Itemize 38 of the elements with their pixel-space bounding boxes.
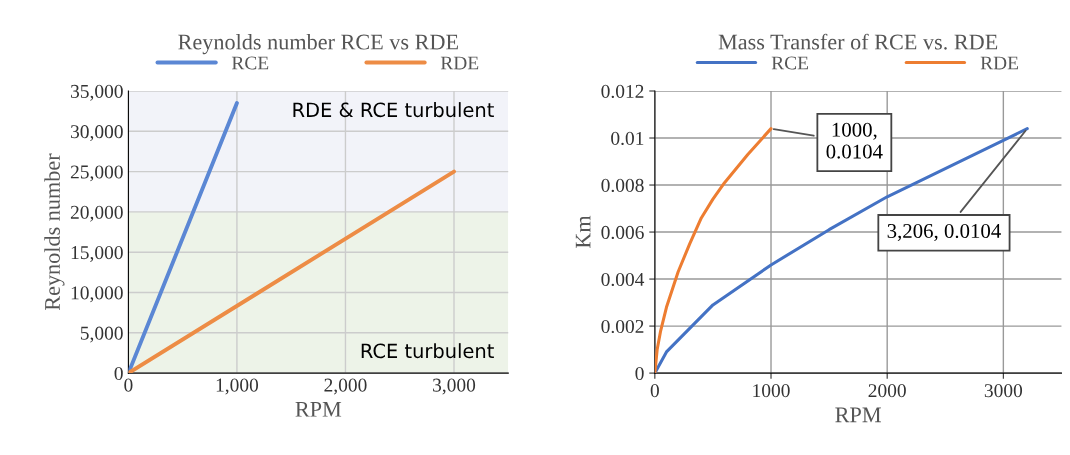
- x-tick-label: 1000: [753, 384, 790, 398]
- x-axis-title: RPM: [835, 407, 881, 423]
- x-tick-label: 0: [124, 378, 133, 392]
- y-tick-label: 0: [635, 366, 644, 381]
- band-label: RDE & RCE turbulent: [293, 102, 494, 118]
- x-tick-label: 2000: [868, 384, 906, 398]
- chart-title: Reynolds number RCE vs RDE: [178, 33, 458, 55]
- x-tick-label: 3,000: [433, 378, 476, 395]
- y-tick-label: 0.004: [601, 272, 645, 287]
- y-tick-label: 20,000: [70, 205, 123, 222]
- chart-title: Mass Transfer of RCE vs. RDE: [718, 33, 998, 50]
- legend-label: RDE: [980, 56, 1019, 70]
- y-axis-title: Reynolds number: [44, 153, 65, 311]
- y-axis-title: Km: [575, 215, 591, 249]
- annotation: 1000, 0.0104: [826, 122, 883, 159]
- x-tick-label: 0: [650, 384, 659, 398]
- annotation: 3,206, 0.0104: [887, 223, 1001, 241]
- y-tick-label: 15,000: [71, 246, 123, 262]
- x-tick-label: 1,000: [216, 378, 259, 395]
- y-tick-label: 35,000: [71, 84, 123, 101]
- legend-label: RCE: [771, 56, 809, 70]
- y-tick-label: 0: [114, 366, 123, 381]
- y-tick-label: 5,000: [80, 326, 123, 343]
- y-tick-label: 0.012: [601, 84, 644, 99]
- x-tick-label: 2,000: [324, 378, 367, 395]
- legend-label: RDE: [440, 56, 479, 70]
- y-tick-label: 10,000: [71, 286, 123, 303]
- x-axis-title: RPM: [295, 402, 342, 417]
- x-tick-label: 3000: [984, 384, 1023, 398]
- y-tick-label: 30,000: [71, 125, 123, 142]
- band-label: RCE turbulent: [361, 343, 494, 359]
- y-tick-label: 25,000: [70, 165, 123, 182]
- y-tick-label: 0.006: [601, 225, 644, 240]
- line-series: [654, 127, 773, 374]
- y-tick-label: 0.008: [601, 178, 644, 193]
- y-tick-label: 0.01: [611, 131, 644, 146]
- y-tick-label: 0.002: [601, 319, 644, 334]
- legend-label: RCE: [231, 56, 269, 70]
